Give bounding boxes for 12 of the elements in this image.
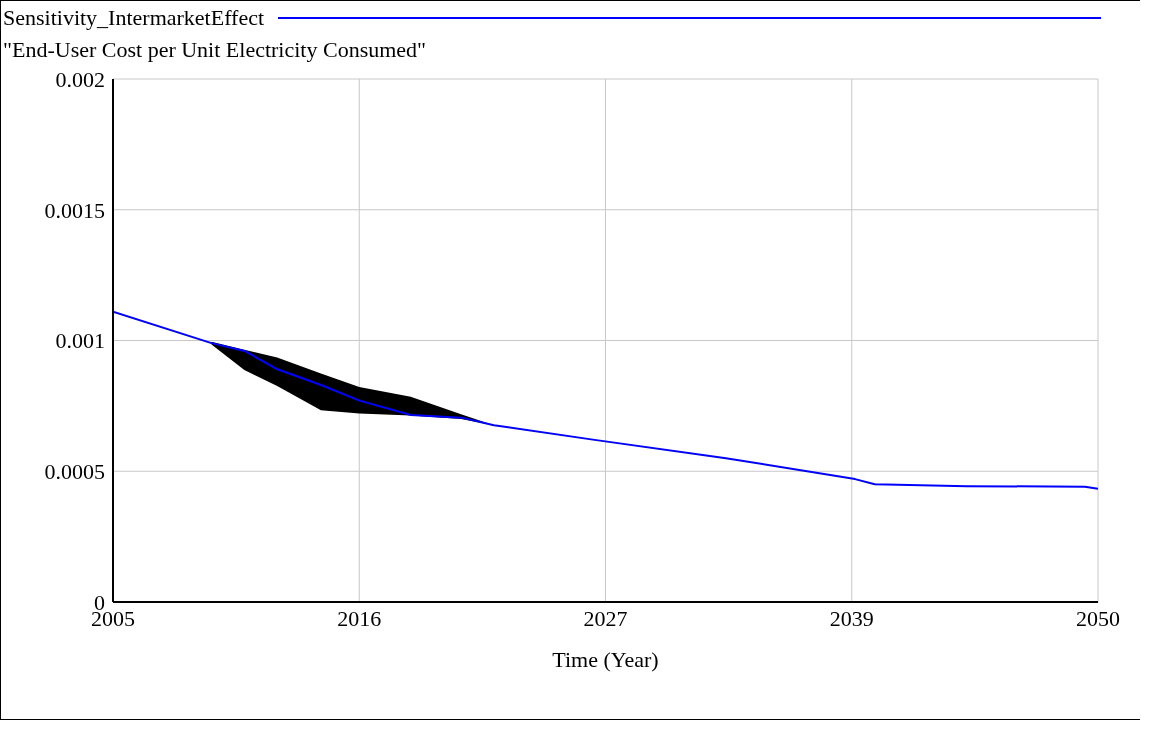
y-tick-label: 0.001 (55, 328, 105, 354)
text: Sensitivity_IntermarketEffect (3, 5, 265, 31)
x-tick-label: 2016 (337, 605, 382, 631)
x-tick-label: 2050 (1076, 605, 1120, 631)
x-tick-label: 2039 (829, 605, 874, 631)
y-tick-label: 0.002 (55, 66, 105, 92)
x-tick-label: 2027 (583, 605, 628, 631)
chart-title: "End-User Cost per Unit Electricity Consumed" (3, 36, 428, 64)
y-tick-label: 0.0005 (44, 459, 105, 485)
y-tick-label: 0.0015 (44, 197, 105, 223)
line-series (113, 310, 1098, 490)
x-axis-title: Time (Year) (552, 647, 659, 672)
